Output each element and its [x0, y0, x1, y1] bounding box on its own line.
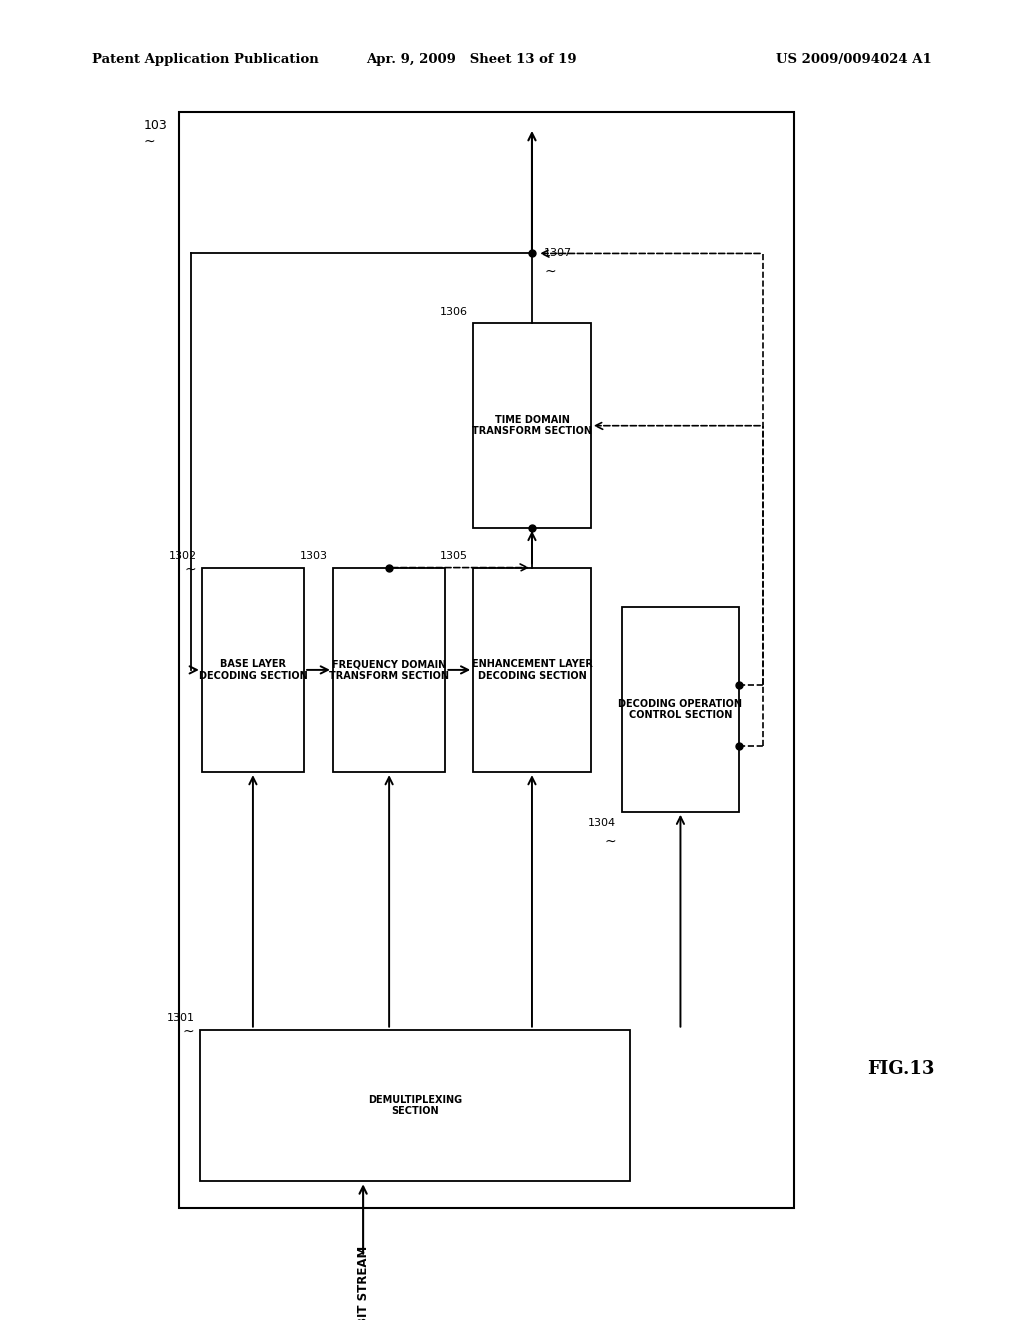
Text: 1305: 1305: [440, 550, 468, 561]
Bar: [200, 1030, 630, 1181]
Bar: [622, 607, 739, 812]
Text: ~: ~: [605, 834, 616, 849]
Text: DEMULTIPLEXING
SECTION: DEMULTIPLEXING SECTION: [368, 1094, 462, 1117]
Text: ~: ~: [545, 265, 556, 279]
Text: 1303: 1303: [300, 550, 328, 561]
Text: 1304: 1304: [589, 818, 616, 829]
Text: ~: ~: [143, 135, 155, 149]
Bar: [202, 568, 304, 772]
Bar: [333, 568, 445, 772]
Text: 1301: 1301: [167, 1012, 195, 1023]
Text: 1306: 1306: [440, 306, 468, 317]
Text: TIME DOMAIN
TRANSFORM SECTION: TIME DOMAIN TRANSFORM SECTION: [472, 414, 592, 437]
Text: ENHANCEMENT LAYER
DECODING SECTION: ENHANCEMENT LAYER DECODING SECTION: [471, 659, 593, 681]
Text: BIT STREAM: BIT STREAM: [356, 1246, 370, 1320]
Bar: [179, 112, 794, 1208]
Text: ~: ~: [183, 1024, 195, 1039]
Text: 1307: 1307: [545, 248, 572, 259]
Text: FIG.13: FIG.13: [867, 1060, 935, 1078]
Text: BASE LAYER
DECODING SECTION: BASE LAYER DECODING SECTION: [199, 659, 307, 681]
Text: Patent Application Publication: Patent Application Publication: [92, 53, 318, 66]
Text: 1302: 1302: [169, 550, 197, 561]
Text: Apr. 9, 2009   Sheet 13 of 19: Apr. 9, 2009 Sheet 13 of 19: [366, 53, 577, 66]
Text: US 2009/0094024 A1: US 2009/0094024 A1: [776, 53, 932, 66]
Text: ~: ~: [185, 562, 197, 577]
Text: FREQUENCY DOMAIN
TRANSFORM SECTION: FREQUENCY DOMAIN TRANSFORM SECTION: [329, 659, 450, 681]
Bar: [473, 323, 591, 528]
Text: DECODING OPERATION
CONTROL SECTION: DECODING OPERATION CONTROL SECTION: [618, 698, 742, 721]
Text: 103: 103: [143, 119, 167, 132]
Bar: [473, 568, 591, 772]
